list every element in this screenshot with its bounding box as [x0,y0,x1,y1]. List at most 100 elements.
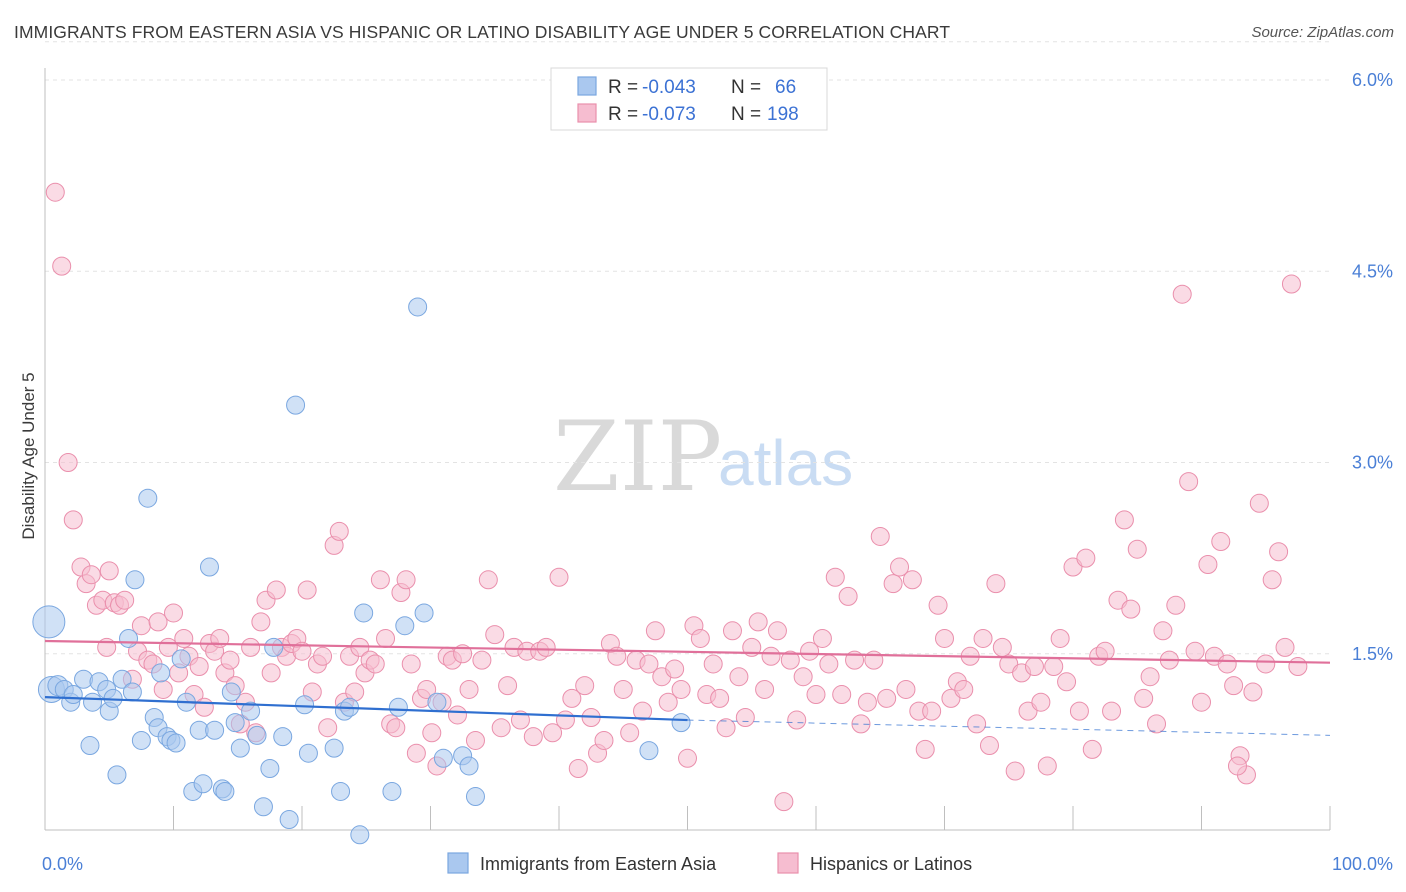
eastern-asia-point-17 [125,570,145,590]
hispanics-point-41 [261,663,281,683]
hispanics-point-207 [1281,274,1301,294]
eastern-asia-point-38 [241,701,261,721]
hispanics-point-52 [318,718,338,738]
hispanics-point-13 [115,590,135,610]
hispanics-point-106 [633,701,653,721]
y-tick-labels: 1.5% 3.0% 4.5% 6.0% [1352,70,1393,664]
hispanics-point-6 [81,565,101,585]
trend-hispanics [44,639,1331,664]
hispanics-point-153 [935,628,954,648]
legend-r-label-2: R = [608,104,638,125]
hispanics-point-135 [819,654,839,674]
watermark-zip: ZIP [553,401,722,513]
hispanics-point-125 [755,679,775,699]
eastern-asia-point-44 [279,810,299,829]
hispanics-point-33 [220,650,240,670]
eastern-asia-point-49 [331,781,351,801]
hispanics-point-19 [148,612,168,632]
hispanics-point-167 [1024,657,1044,676]
hispanics-point-110 [658,692,678,712]
y-tick-label-1: 3.0% [1352,453,1393,473]
hispanics-point-71 [417,679,437,699]
hispanics-point-146 [890,557,910,577]
hispanics-point-145 [883,574,903,594]
hispanics-point-111 [665,659,685,679]
hispanics-point-62 [370,570,390,590]
y-tick-label-3: 6.0% [1352,70,1393,90]
hispanics-point-22 [164,603,183,623]
hispanics-point-118 [710,688,730,708]
hispanics-point-130 [787,710,807,730]
eastern-asia-point-13 [107,765,127,785]
hispanics-point-39 [251,612,271,632]
hispanics-point-204 [1262,570,1282,590]
hispanics-point-69 [406,743,426,763]
hispanics-point-147 [896,679,916,699]
hispanics-point-161 [986,574,1006,594]
hispanics-point-181 [1114,510,1134,530]
hispanics-point-82 [478,570,498,590]
hispanics-point-209 [1227,756,1247,776]
hispanics-point-190 [1172,284,1192,304]
legend-r-value-2: -0.073 [642,104,696,125]
legend-label-hispanics: Hispanics or Latinos [810,854,972,874]
trend-eastern-asia [44,696,688,722]
hispanics-point-54 [329,521,349,541]
hispanics-point-81 [472,650,492,670]
eastern-asia-point-5 [63,685,83,705]
hispanics-point-119 [716,718,736,738]
hispanics-point-133 [806,685,826,705]
hispanics-point-117 [703,654,723,674]
legend-swatch-blue [577,76,597,96]
hispanics-point-192 [1185,641,1205,661]
hispanics-point-169 [1037,756,1057,776]
eastern-asia-point-42 [264,637,284,657]
eastern-asia-point-55 [388,697,408,717]
eastern-asia-point-63 [465,787,485,807]
hispanics-point-189 [1166,595,1186,615]
hispanics-point-185 [1140,667,1160,687]
eastern-asia-point-56 [395,616,415,636]
hispanics-point-3 [63,510,83,530]
hispanics-point-100 [594,730,614,750]
hispanics-point-150 [915,739,935,759]
hispanics-point-27 [189,657,209,676]
hispanics-point-61 [365,654,385,674]
eastern-asia-point-15 [119,628,139,648]
legend-n-value-1: 66 [775,77,796,98]
eastern-asia-point-37 [230,738,250,758]
eastern-asia-point-16 [122,682,142,702]
hispanics-point-175 [1076,548,1096,568]
legend-n-value-2: 198 [767,104,799,125]
trend-eastern-asia-extension [687,719,1331,736]
hispanics-point-104 [620,723,640,743]
series-eastern-asia-points [32,297,691,845]
eastern-asia-point-26 [171,649,191,669]
hispanics-point-121 [729,667,749,687]
hispanics-point-89 [523,727,543,747]
hispanics-point-158 [967,714,987,734]
hispanics-point-115 [690,628,710,648]
hispanics-point-134 [812,628,832,648]
eastern-asia-point-52 [350,825,370,845]
series-legend: Immigrants from Eastern Asia Hispanics o… [447,852,972,874]
hispanics-point-193 [1192,692,1211,712]
hispanics-point-144 [877,688,897,708]
hispanics-point-48 [297,580,317,600]
legend-swatch-pink [577,103,597,123]
hispanics-point-47 [292,641,312,661]
hispanics-point-92 [543,723,563,743]
eastern-asia-point-48 [324,738,344,758]
hispanics-point-85 [498,676,518,696]
hispanics-point-194 [1198,555,1218,574]
legend-label-eastern-asia: Immigrants from Eastern Asia [480,854,717,874]
hispanics-point-148 [902,570,922,590]
hispanics-point-198 [1224,676,1244,696]
hispanics-point-128 [774,792,794,812]
hispanics-point-127 [767,621,787,641]
eastern-asia-point-14 [112,669,132,689]
hispanics-point-205 [1269,542,1289,562]
hispanics-point-24 [174,628,194,648]
hispanics-point-65 [386,718,406,738]
